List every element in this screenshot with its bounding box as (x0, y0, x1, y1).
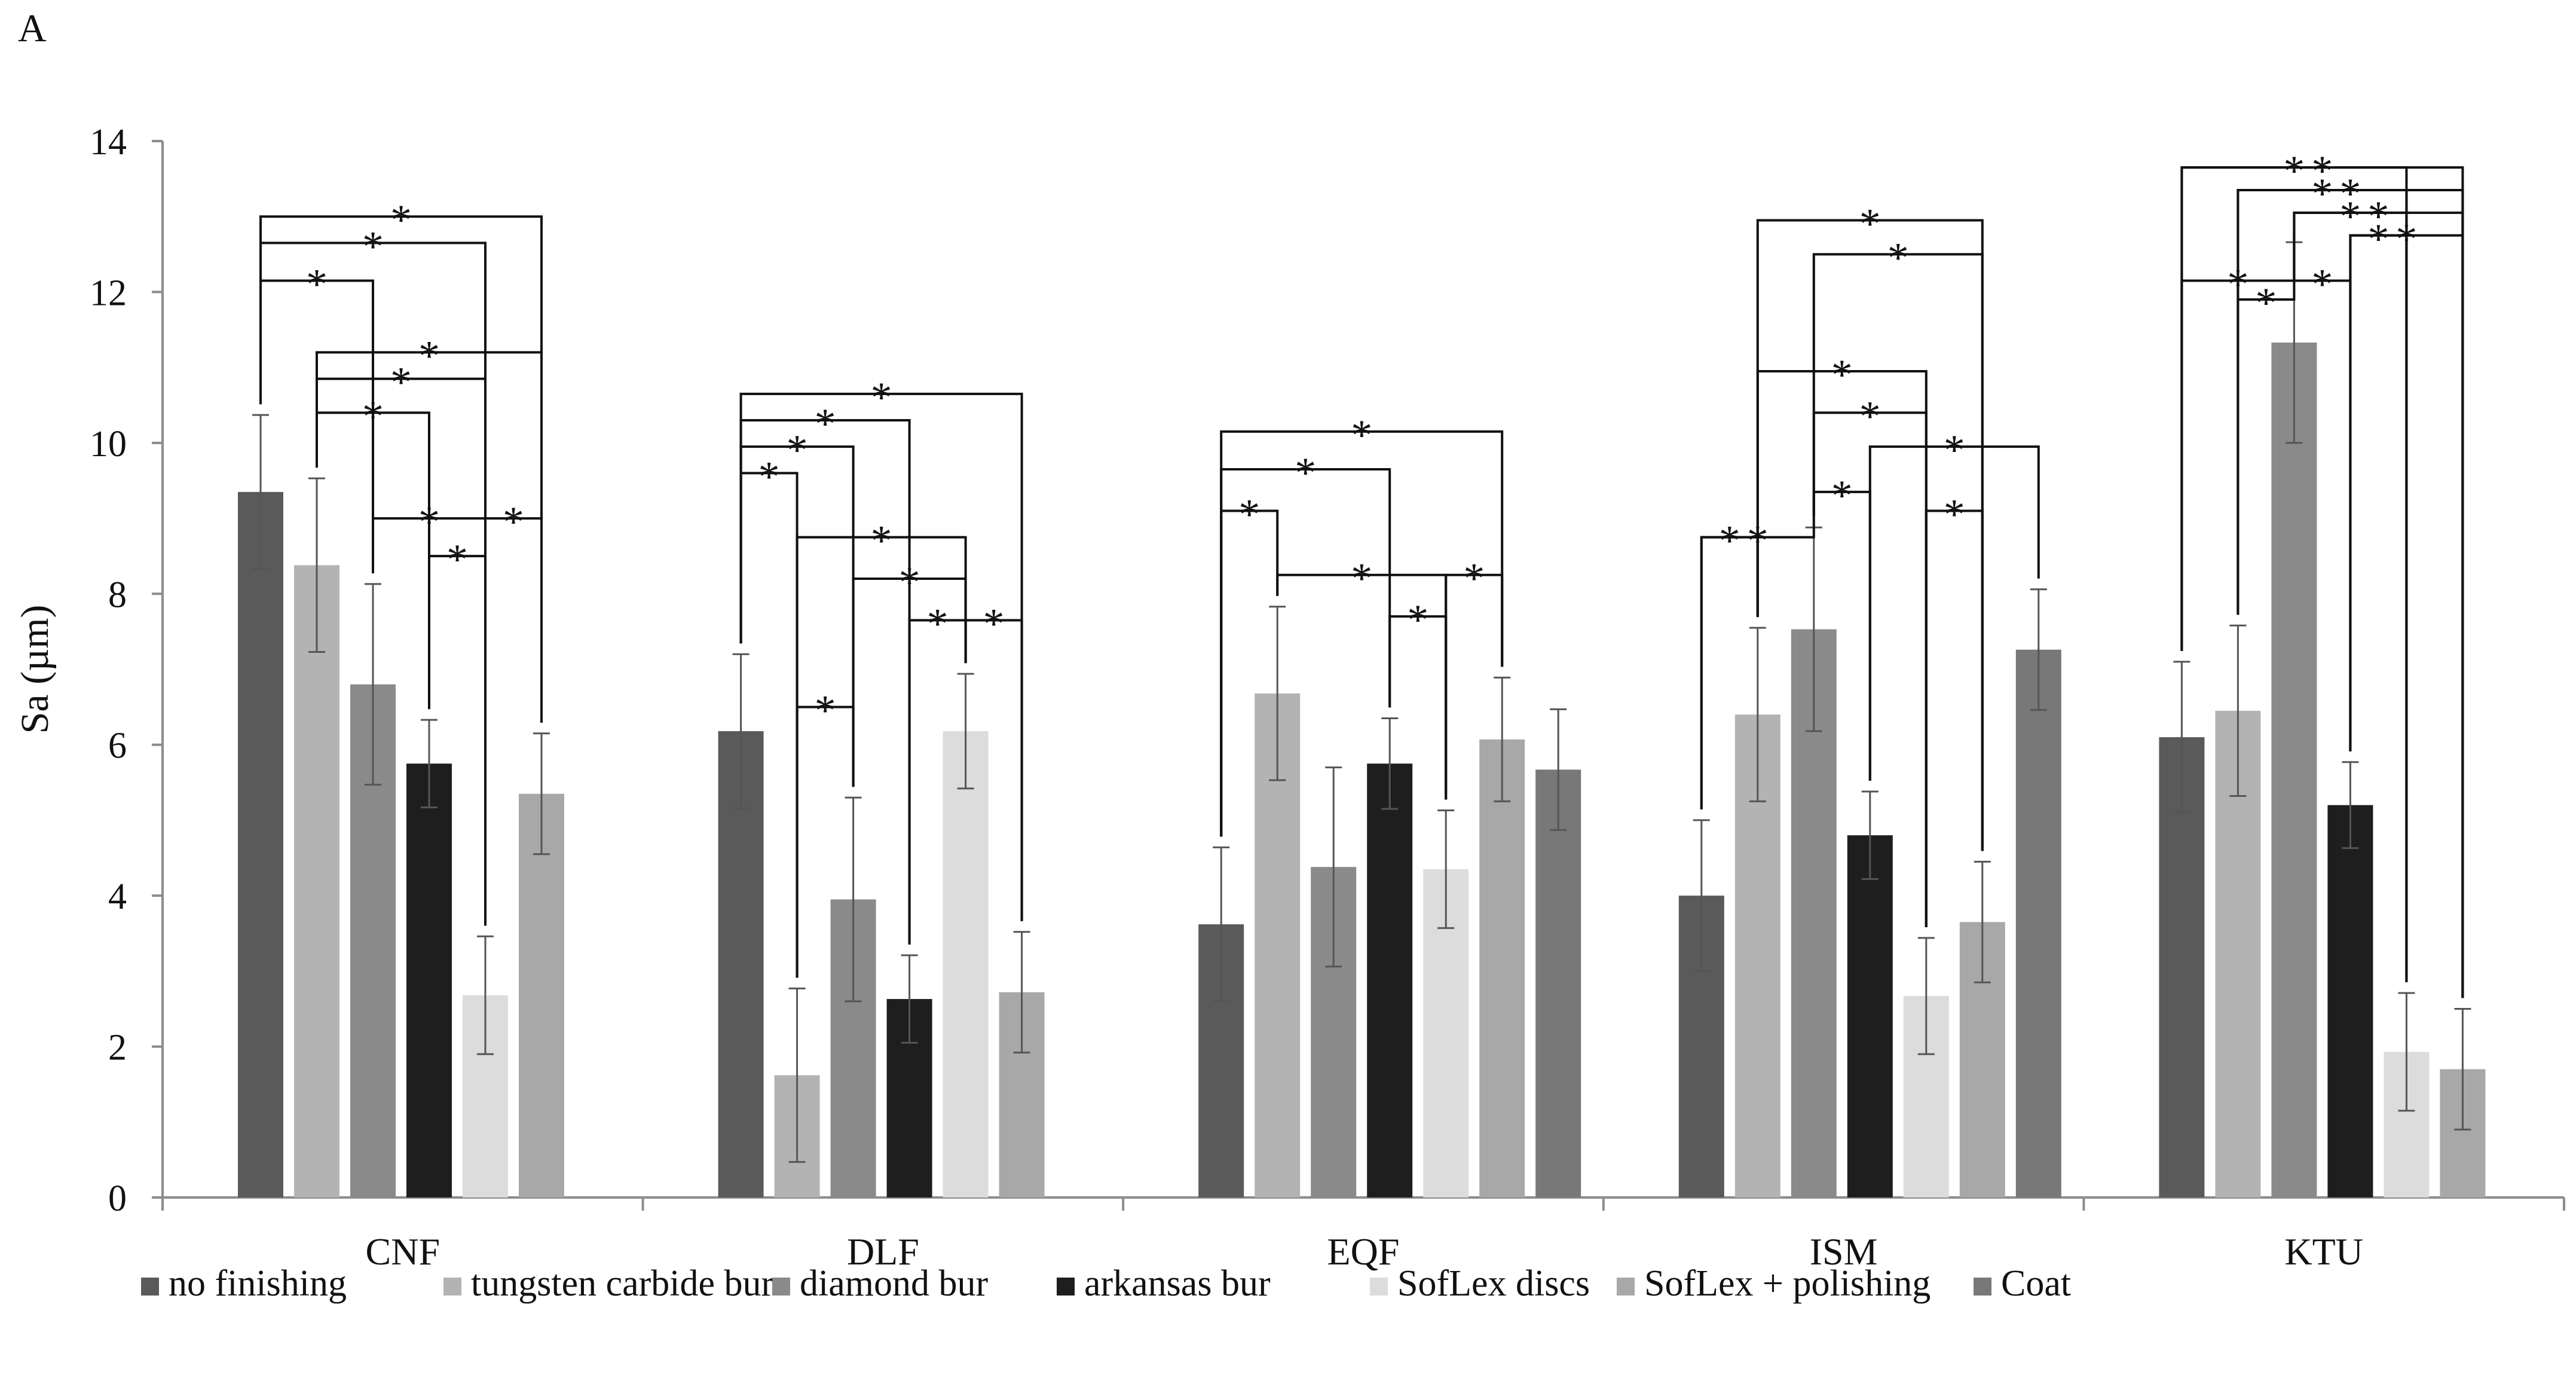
x-tick-label: DLF (847, 1230, 919, 1273)
significance-star: * (1351, 555, 1372, 603)
significance-star: * (1238, 490, 1260, 538)
legend-swatch (1370, 1278, 1388, 1296)
significance-star: * (1719, 517, 1740, 565)
significance-star: * (983, 600, 1005, 647)
legend-label: tungsten carbide bur (471, 1263, 774, 1304)
significance-star: * (2255, 279, 2277, 327)
significance-star: * (871, 374, 892, 421)
significance-star: * (1944, 490, 1965, 538)
significance-star: * (2339, 193, 2361, 240)
y-axis-title: Sa (µm) (13, 605, 57, 734)
y-tick-label: 12 (90, 273, 127, 313)
bar (2327, 805, 2373, 1197)
significance-star: * (503, 498, 524, 546)
bar (294, 565, 339, 1198)
significance-star: * (1407, 596, 1428, 644)
y-tick-label: 10 (90, 424, 127, 465)
significance-bracket (2293, 211, 2464, 998)
bar (406, 763, 452, 1197)
bar (1847, 835, 1893, 1197)
y-tick-label: 4 (108, 876, 127, 917)
bar (1367, 763, 1413, 1197)
significance-star: * (2367, 193, 2389, 240)
panel-label: A (18, 7, 47, 50)
significance-bracket (316, 377, 487, 926)
legend-swatch (1974, 1278, 1991, 1296)
significance-bracket (1925, 509, 1984, 927)
x-tick-label: EQF (1327, 1230, 1400, 1273)
bar (2271, 342, 2317, 1197)
significance-star: * (2311, 170, 2333, 218)
legend-label: no finishing (169, 1263, 347, 1304)
bar (1535, 769, 1581, 1197)
significance-star: * (1463, 555, 1485, 603)
bar (519, 793, 564, 1197)
significance-star: * (871, 517, 892, 565)
legend-swatch (772, 1278, 790, 1296)
significance-star: * (390, 359, 412, 407)
significance-star: * (2311, 147, 2333, 195)
significance-star: * (1887, 234, 1909, 282)
significance-bracket (484, 517, 543, 926)
significance-star: * (899, 558, 920, 606)
legend-label: SofLex + polishing (1644, 1263, 1931, 1304)
significance-bracket (1756, 369, 1928, 927)
significance-star: * (2283, 147, 2305, 195)
significance-bracket (1812, 253, 1984, 851)
legend-label: Coat (2001, 1263, 2071, 1304)
significance-bracket (1445, 573, 1504, 800)
significance-star: * (362, 392, 384, 440)
y-tick-label: 8 (108, 575, 127, 615)
significance-bracket (1220, 430, 1504, 837)
legend-label: arkansas bur (1084, 1263, 1271, 1304)
legend-label: diamond bur (800, 1263, 988, 1304)
bar (238, 491, 283, 1197)
significance-star: * (418, 332, 440, 380)
significance-star: * (446, 536, 468, 583)
significance-bracket (964, 619, 1023, 921)
bar (1479, 739, 1525, 1197)
x-tick-label: KTU (2284, 1230, 2363, 1273)
legend-swatch (141, 1278, 159, 1296)
significance-star: * (390, 196, 412, 244)
significance-star: * (927, 600, 949, 647)
y-tick-label: 14 (90, 122, 127, 163)
x-tick-label: CNF (366, 1230, 440, 1273)
significance-star: * (2339, 170, 2361, 218)
legend-swatch (1057, 1278, 1075, 1296)
significance-star: * (1351, 411, 1372, 459)
significance-star: * (787, 426, 808, 474)
significance-star: * (1859, 392, 1881, 440)
legend-swatch (443, 1278, 461, 1296)
significance-star: * (1944, 426, 1965, 474)
significance-star: * (815, 400, 836, 448)
significance-star: * (1295, 449, 1316, 497)
significance-star: * (2396, 215, 2417, 263)
legend-label: SofLex discs (1397, 1263, 1590, 1304)
y-tick-label: 0 (108, 1178, 127, 1219)
significance-bracket (1868, 445, 2040, 781)
y-tick-label: 6 (108, 726, 127, 766)
x-tick-label: ISM (1810, 1230, 1878, 1273)
y-tick-label: 2 (108, 1028, 127, 1068)
significance-star: * (758, 453, 780, 500)
bar (943, 731, 989, 1197)
significance-star: * (418, 498, 440, 546)
significance-star: * (306, 260, 328, 308)
significance-star: * (2367, 215, 2389, 263)
significance-star: * (1859, 200, 1881, 248)
bar (2159, 737, 2205, 1197)
legend-swatch (1617, 1278, 1635, 1296)
significance-star: * (362, 222, 384, 270)
bar (2015, 649, 2061, 1197)
significance-bracket (2349, 234, 2464, 998)
significance-star: * (1831, 351, 1853, 399)
significance-star: * (815, 687, 836, 735)
significance-star: * (1831, 472, 1853, 520)
significance-star: * (2311, 260, 2333, 308)
